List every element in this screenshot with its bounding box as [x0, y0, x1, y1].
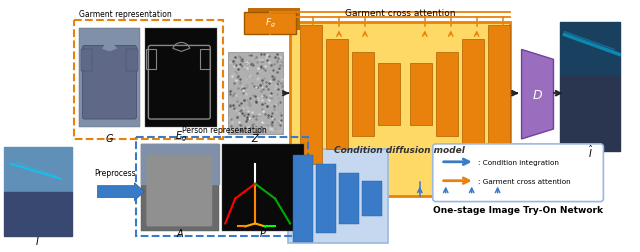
- Bar: [561, 22, 620, 77]
- Bar: [4, 147, 72, 236]
- Bar: [339, 173, 359, 225]
- Text: Preprocess: Preprocess: [95, 168, 136, 177]
- Text: $E_g$: $E_g$: [175, 129, 188, 143]
- Bar: [228, 53, 283, 134]
- Text: One-stage Image Try-On Network: One-stage Image Try-On Network: [433, 205, 603, 214]
- Bar: [300, 25, 322, 164]
- Bar: [79, 28, 140, 128]
- Bar: [410, 64, 432, 125]
- Bar: [488, 25, 509, 164]
- Polygon shape: [522, 50, 554, 139]
- Bar: [378, 64, 400, 125]
- Bar: [4, 147, 72, 192]
- Bar: [316, 164, 336, 233]
- Text: $D$: $D$: [532, 88, 543, 101]
- Text: : Garment cross attention: : Garment cross attention: [477, 178, 570, 184]
- Bar: [74, 20, 223, 139]
- Bar: [362, 181, 382, 217]
- Bar: [244, 13, 296, 34]
- Wedge shape: [102, 44, 117, 52]
- Text: : Condition integration: : Condition integration: [477, 159, 559, 165]
- Text: $A$: $A$: [176, 227, 184, 238]
- Bar: [222, 144, 304, 232]
- Bar: [81, 50, 93, 72]
- Bar: [461, 40, 484, 149]
- Text: $F_g$: $F_g$: [264, 17, 276, 30]
- Bar: [200, 50, 210, 70]
- Bar: [141, 144, 220, 232]
- Bar: [4, 192, 72, 236]
- Bar: [561, 22, 620, 151]
- Bar: [326, 40, 348, 149]
- Text: Garment cross attention: Garment cross attention: [344, 9, 455, 18]
- Text: Person representation: Person representation: [182, 125, 267, 134]
- Bar: [288, 149, 388, 243]
- Bar: [290, 22, 509, 196]
- Bar: [436, 53, 458, 137]
- Text: $G$: $G$: [105, 131, 114, 143]
- Bar: [147, 50, 156, 70]
- Bar: [248, 9, 300, 30]
- Bar: [136, 137, 308, 236]
- Text: Condition diffusion model: Condition diffusion model: [334, 145, 465, 154]
- Text: $I$: $I$: [35, 234, 40, 246]
- FancyArrow shape: [97, 183, 145, 201]
- Bar: [352, 53, 374, 137]
- Bar: [145, 28, 217, 128]
- Bar: [141, 144, 220, 184]
- Text: $Z$: $Z$: [251, 131, 260, 143]
- FancyBboxPatch shape: [83, 46, 136, 119]
- FancyBboxPatch shape: [433, 144, 604, 202]
- Bar: [127, 50, 138, 72]
- Text: $\hat{I}$: $\hat{I}$: [588, 143, 593, 159]
- FancyBboxPatch shape: [147, 155, 212, 227]
- Text: $P$: $P$: [259, 227, 267, 238]
- Bar: [293, 155, 313, 242]
- Bar: [561, 77, 620, 151]
- Text: Garment representation: Garment representation: [79, 10, 172, 19]
